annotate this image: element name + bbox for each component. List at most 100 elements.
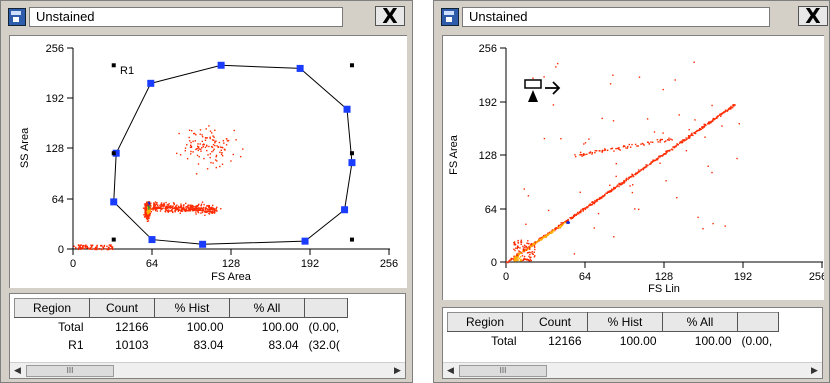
- event-dot: [191, 130, 193, 132]
- gate-outline[interactable]: [113, 64, 353, 245]
- event-dot: [88, 247, 91, 250]
- gate-bbox-marker[interactable]: [111, 237, 116, 242]
- gate-bbox-marker[interactable]: [349, 63, 354, 68]
- event-dot: [666, 151, 668, 153]
- event-dot: [659, 139, 661, 142]
- event-dot: [671, 139, 673, 141]
- event-dot: [197, 204, 199, 207]
- event-dot: [154, 208, 157, 210]
- event-dot: [579, 211, 581, 213]
- event-dot: [175, 209, 177, 211]
- horizontal-scrollbar[interactable]: ◀ III ▶: [10, 362, 405, 378]
- event-dot: [199, 129, 202, 131]
- event-dot: [610, 189, 613, 191]
- gate-vertex-handle[interactable]: [199, 240, 207, 248]
- col-header-all[interactable]: % All: [229, 298, 305, 318]
- gate-bbox-marker[interactable]: [111, 151, 116, 156]
- event-dot: [665, 140, 667, 142]
- event-dot: [688, 137, 691, 139]
- event-dot: [213, 208, 215, 211]
- gate-region-r1[interactable]: [110, 61, 356, 248]
- col-header-extra[interactable]: [304, 298, 348, 318]
- event-dot: [551, 231, 554, 233]
- table-row[interactable]: Total 12166 100.00 100.00 (0.00,: [15, 318, 348, 337]
- event-dot: [625, 179, 627, 182]
- event-dot: [167, 207, 169, 210]
- scroll-left-icon[interactable]: ◀: [14, 365, 21, 375]
- event-dot: [652, 141, 654, 143]
- svg-text:64: 64: [52, 194, 64, 206]
- event-dot: [197, 209, 200, 212]
- event-dot: [186, 144, 188, 146]
- gate-bbox-marker[interactable]: [349, 151, 354, 156]
- col-header-region[interactable]: Region: [14, 298, 90, 318]
- event-dot: [208, 206, 210, 208]
- event-dot: [192, 209, 195, 211]
- col-header-count[interactable]: Count: [89, 298, 155, 318]
- window-system-icon[interactable]: [8, 8, 26, 26]
- event-dot: [84, 247, 87, 250]
- col-header-hist[interactable]: % Hist: [154, 298, 230, 318]
- gate-vertex-handle[interactable]: [148, 236, 156, 244]
- gate-vertex-handle[interactable]: [296, 64, 304, 72]
- event-dot: [697, 129, 699, 132]
- event-dot: [679, 141, 681, 143]
- event-dot: [212, 211, 215, 214]
- scroll-thumb[interactable]: III: [26, 365, 114, 377]
- event-dot: [542, 237, 545, 239]
- gate-bbox-marker[interactable]: [349, 237, 354, 242]
- event-dot: [168, 206, 170, 209]
- event-dot: [156, 208, 158, 210]
- gate-vertex-handle[interactable]: [110, 198, 118, 206]
- table-row[interactable]: R1 10103 83.04 83.04 (32.0(: [15, 336, 348, 354]
- gate-vertex-handle[interactable]: [348, 159, 356, 167]
- event-dot: [189, 209, 191, 212]
- event-dot: [698, 129, 700, 131]
- col-header-extra[interactable]: [737, 312, 779, 332]
- event-dot: [689, 135, 691, 137]
- scroll-thumb[interactable]: III: [459, 365, 547, 377]
- event-dot: [675, 145, 677, 147]
- scroll-left-icon[interactable]: ◀: [447, 365, 454, 375]
- left-plot-area[interactable]: 0 64 128 192 256 0 64 128 192 256 FS Are…: [9, 35, 407, 288]
- event-dot: [206, 168, 209, 170]
- event-dot: [216, 206, 218, 208]
- cell-extra: (0.00,: [308, 320, 340, 334]
- event-dot: [665, 152, 667, 155]
- close-icon[interactable]: X: [375, 6, 405, 26]
- gate-vertex-handle[interactable]: [217, 61, 225, 69]
- event-dot: [515, 258, 517, 261]
- event-dot: [145, 212, 147, 215]
- event-dot: [177, 208, 179, 210]
- gate-vertex-handle[interactable]: [341, 206, 349, 214]
- scroll-right-icon[interactable]: ▶: [811, 365, 818, 375]
- col-header-hist[interactable]: % Hist: [587, 312, 663, 332]
- gate-vertex-handle[interactable]: [147, 79, 155, 87]
- left-dot-plot[interactable]: 0 64 128 192 256 0 64 128 192 256 FS Are…: [10, 36, 407, 288]
- event-dot: [635, 173, 637, 176]
- right-dot-plot[interactable]: 0 64 128 192 256 0 64 128 192 256 FS Lin…: [443, 36, 824, 300]
- window-system-icon[interactable]: [441, 8, 459, 26]
- cell-region: Total: [491, 334, 517, 348]
- gate-bbox-marker[interactable]: [111, 63, 116, 68]
- col-header-all[interactable]: % All: [662, 312, 738, 332]
- close-icon[interactable]: X: [798, 6, 828, 26]
- gate-vertex-handle[interactable]: [343, 105, 351, 113]
- event-dot: [147, 216, 149, 218]
- event-dot: [618, 183, 621, 186]
- gate-vertex-handle[interactable]: [301, 237, 309, 245]
- table-row[interactable]: Total 12166 100.00 100.00 (0.00,: [448, 332, 779, 351]
- event-dot: [168, 203, 170, 205]
- event-dot: [527, 259, 530, 261]
- event-dot: [640, 168, 642, 171]
- horizontal-scrollbar[interactable]: ◀ III ▶: [443, 362, 822, 378]
- col-header-count[interactable]: Count: [522, 312, 588, 332]
- gate-vertex-handle[interactable]: [112, 149, 120, 157]
- event-dot: [533, 251, 535, 253]
- event-dot: [85, 246, 88, 248]
- event-dot: [642, 143, 645, 145]
- right-plot-area[interactable]: 0 64 128 192 256 0 64 128 192 256 FS Lin…: [442, 35, 824, 300]
- scroll-right-icon[interactable]: ▶: [394, 365, 401, 375]
- event-dot: [211, 208, 213, 210]
- col-header-region[interactable]: Region: [447, 312, 523, 332]
